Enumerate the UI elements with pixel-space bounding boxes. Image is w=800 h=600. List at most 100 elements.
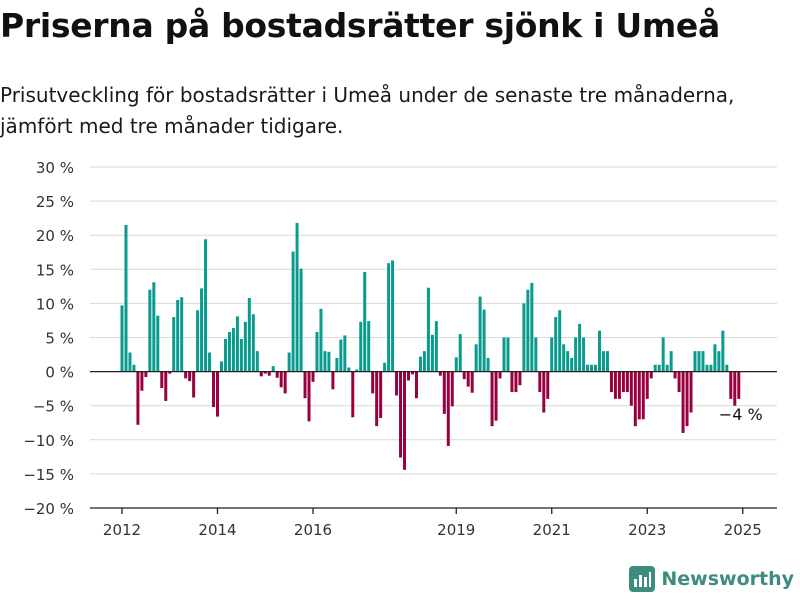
data-bar bbox=[430, 334, 434, 372]
data-bar bbox=[168, 371, 172, 374]
data-bar bbox=[204, 239, 208, 372]
data-bar bbox=[470, 371, 474, 393]
data-bar bbox=[331, 371, 335, 390]
data-bar bbox=[689, 371, 693, 413]
data-bar bbox=[263, 371, 267, 374]
data-bar bbox=[490, 371, 494, 427]
data-bar bbox=[422, 351, 426, 372]
data-bar bbox=[518, 371, 522, 386]
data-bar bbox=[172, 317, 176, 372]
data-bar bbox=[697, 351, 701, 372]
data-bar bbox=[219, 361, 223, 372]
data-bar bbox=[542, 371, 546, 413]
data-bar bbox=[247, 297, 251, 372]
data-bar bbox=[414, 371, 418, 399]
data-bar bbox=[629, 371, 633, 406]
data-bar bbox=[410, 371, 414, 375]
data-bar bbox=[128, 352, 132, 372]
data-bar bbox=[625, 371, 629, 393]
data-bar bbox=[291, 251, 295, 372]
data-bar bbox=[148, 289, 152, 372]
data-bar bbox=[343, 335, 347, 372]
data-bar bbox=[510, 371, 514, 393]
data-bar bbox=[283, 371, 287, 394]
data-bar bbox=[681, 371, 685, 433]
data-bar bbox=[621, 371, 625, 393]
data-bar bbox=[705, 364, 709, 372]
data-bar bbox=[713, 344, 717, 372]
y-tick-label: 30 % bbox=[36, 159, 74, 177]
y-tick-label: −5 % bbox=[33, 398, 74, 416]
bar-series bbox=[120, 222, 741, 470]
page-title: Priserna på bostadsrätter sjönk i Umeå bbox=[0, 6, 720, 45]
data-bar bbox=[574, 337, 578, 372]
data-bar bbox=[645, 371, 649, 399]
data-bar bbox=[486, 357, 490, 372]
data-bar bbox=[617, 371, 621, 399]
data-bar bbox=[530, 282, 534, 372]
price-change-bar-chart: 30 % 25 % 20 % 15 % 10 % 5 % 0 % −5 % −10 % −15 %… bbox=[23, 159, 777, 539]
data-bar bbox=[609, 371, 613, 393]
data-bar bbox=[586, 364, 590, 372]
data-bar bbox=[192, 371, 196, 398]
data-bar bbox=[598, 330, 601, 372]
data-bar bbox=[649, 371, 653, 379]
data-bar bbox=[383, 362, 387, 372]
data-bar bbox=[570, 357, 574, 372]
data-bar bbox=[458, 334, 462, 372]
data-bar bbox=[737, 371, 741, 399]
x-tick-label: 2025 bbox=[724, 521, 762, 539]
data-bar bbox=[582, 337, 586, 372]
data-bar bbox=[494, 371, 498, 421]
data-bar bbox=[371, 371, 375, 394]
brand-logo: Newsworthy bbox=[629, 564, 794, 594]
data-bar bbox=[323, 351, 327, 372]
data-bar bbox=[140, 371, 144, 391]
data-bar bbox=[673, 371, 677, 379]
data-bar bbox=[315, 332, 319, 372]
y-tick-label: 10 % bbox=[36, 295, 74, 313]
data-bar bbox=[299, 268, 303, 372]
data-bar bbox=[363, 272, 367, 372]
data-bar bbox=[132, 364, 136, 372]
data-bar bbox=[434, 321, 438, 372]
data-bar bbox=[355, 369, 359, 372]
data-bar bbox=[442, 371, 446, 414]
data-bar bbox=[534, 337, 538, 372]
data-bar bbox=[554, 317, 558, 372]
data-bar bbox=[271, 366, 275, 372]
data-bar bbox=[311, 371, 315, 382]
y-axis-tick-labels: 30 % 25 % 20 % 15 % 10 % 5 % 0 % −5 % −10 % −15 %… bbox=[23, 159, 74, 518]
x-tick-label: 2021 bbox=[533, 521, 571, 539]
data-bar bbox=[661, 337, 665, 372]
data-bar bbox=[538, 371, 542, 393]
y-tick-label: −20 % bbox=[23, 500, 74, 518]
data-bar bbox=[514, 371, 518, 393]
data-bar bbox=[136, 371, 140, 425]
data-bar bbox=[235, 316, 239, 372]
data-bar bbox=[454, 357, 458, 372]
data-bar bbox=[403, 371, 407, 470]
data-bar bbox=[307, 371, 311, 422]
data-bar bbox=[466, 371, 470, 387]
data-bar bbox=[399, 371, 403, 458]
y-tick-label: −15 % bbox=[23, 466, 74, 484]
data-bar bbox=[482, 309, 486, 372]
x-axis-ticks: 2012 2014 2016 2019 2021 2023 2025 bbox=[103, 508, 762, 539]
data-bar bbox=[677, 371, 681, 393]
data-bar bbox=[701, 351, 705, 372]
data-bar bbox=[223, 338, 227, 372]
data-bar bbox=[359, 321, 363, 372]
data-bar bbox=[693, 351, 697, 372]
data-bar bbox=[474, 344, 478, 372]
data-bar bbox=[255, 351, 259, 372]
data-bar bbox=[407, 371, 410, 381]
data-bar bbox=[590, 364, 594, 372]
data-bar bbox=[216, 371, 219, 417]
data-bar bbox=[418, 356, 422, 372]
newsworthy-logo-icon bbox=[629, 566, 656, 592]
x-tick-label: 2016 bbox=[294, 521, 332, 539]
data-bar bbox=[375, 371, 379, 427]
y-tick-label: 20 % bbox=[36, 227, 74, 245]
data-bar bbox=[725, 364, 729, 372]
